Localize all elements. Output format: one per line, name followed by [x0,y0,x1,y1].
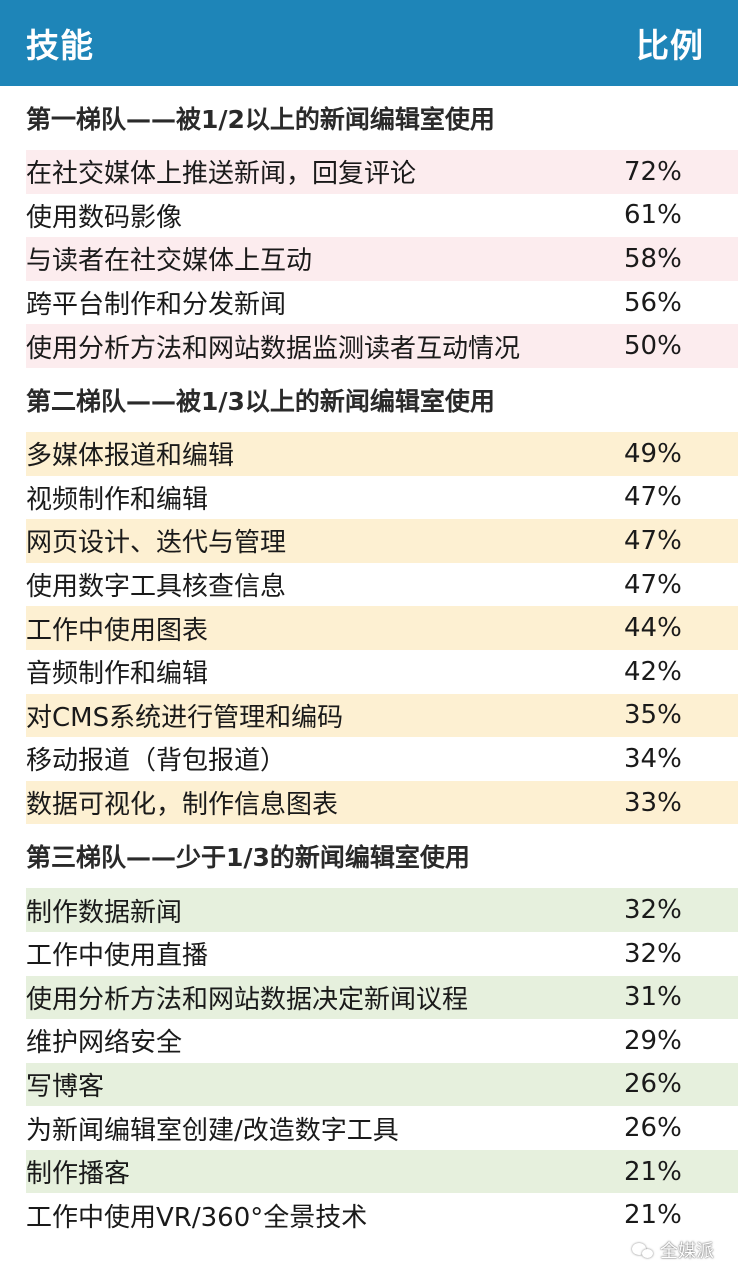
skill-name: 与读者在社交媒体上互动 [26,246,313,277]
tier-title: 第一梯队——被1/2以上的新闻编辑室使用 [26,105,495,134]
table-row: 对CMS系统进行管理和编码 35% [26,693,738,738]
table-row: 使用数码影像 61% [26,194,738,238]
skill-percentage: 32% [624,938,682,969]
skill-percentage: 32% [624,895,682,926]
skill-name: 工作中使用VR/360°全景技术 [26,1202,368,1233]
skill-percentage: 33% [624,787,682,818]
skill-percentage: 47% [624,525,682,556]
skill-name: 使用分析方法和网站数据决定新闻议程 [26,984,469,1015]
skill-percentage: 49% [624,438,682,469]
table-row: 工作中使用VR/360°全景技术 21% [26,1193,738,1237]
skill-percentage: 35% [624,700,682,731]
table-row: 制作播客 21% [26,1149,738,1194]
table-row: 写博客 26% [26,1062,738,1107]
skill-name: 数据可视化，制作信息图表 [26,790,339,821]
skill-percentage: 47% [624,569,682,600]
skill-percentage: 29% [624,1025,682,1056]
skill-name: 对CMS系统进行管理和编码 [26,702,344,733]
wechat-icon [632,1241,654,1259]
skill-name: 音频制作和编辑 [26,659,209,690]
table-header: 技能 比例 [0,0,738,86]
ratio-column-header: 比例 [636,26,704,65]
skill-name: 工作中使用直播 [26,941,209,972]
skill-percentage: 42% [624,656,682,687]
tier-title: 第三梯队——少于1/3的新闻编辑室使用 [26,843,470,873]
skill-percentage: 58% [624,243,682,274]
skill-percentage: 34% [624,743,682,774]
skill-percentage: 56% [624,287,682,318]
table-row: 使用分析方法和网站数据决定新闻议程 31% [26,975,738,1020]
table-row: 工作中使用直播 32% [26,932,738,976]
table-row: 制作数据新闻 32% [26,888,738,932]
table-row: 工作中使用图表 44% [26,606,738,650]
skill-name: 写博客 [26,1071,105,1102]
skill-name: 制作数据新闻 [26,897,183,928]
tier-section: 第一梯队——被1/2以上的新闻编辑室使用 在社交媒体上推送新闻，回复评论 72% 使用… [0,86,738,368]
skill-percentage: 44% [624,613,682,644]
skill-percentage: 31% [624,982,682,1013]
skill-name: 制作播客 [26,1159,131,1190]
skill-name: 移动报道（背包报道） [26,746,287,777]
table-row: 与读者在社交媒体上互动 58% [26,237,738,281]
table-row: 移动报道（背包报道） 34% [26,737,738,781]
table-row: 为新闻编辑室创建/改造数字工具 26% [26,1106,738,1150]
watermark-text: 全媒派 [660,1241,714,1262]
table-row: 使用数字工具核查信息 47% [26,563,738,607]
table-row: 音频制作和编辑 42% [26,650,738,694]
tier-section: 第二梯队——被1/3以上的新闻编辑室使用 多媒体报道和编辑 49% 视频制作和编辑 47… [0,368,738,825]
table-row: 网页设计、迭代与管理 47% [26,519,738,563]
skill-name: 维护网络安全 [26,1028,183,1059]
skill-column-header: 技能 [26,26,94,65]
table-row: 跨平台制作和分发新闻 56% [26,281,738,325]
skill-percentage: 47% [624,482,682,513]
skill-name: 在社交媒体上推送新闻，回复评论 [26,159,417,190]
tier-section: 第三梯队——少于1/3的新闻编辑室使用 制作数据新闻 32% 工作中使用直播 32% 使用… [0,824,738,1237]
skill-percentage: 26% [624,1069,682,1100]
skill-name: 为新闻编辑室创建/改造数字工具 [26,1115,399,1146]
skill-name: 跨平台制作和分发新闻 [26,290,287,321]
skill-percentage: 72% [624,156,682,187]
table-row: 在社交媒体上推送新闻，回复评论 72% [26,150,738,194]
table-row: 多媒体报道和编辑 49% [26,431,738,476]
tier-title: 第二梯队——被1/3以上的新闻编辑室使用 [26,386,495,416]
table-row: 数据可视化，制作信息图表 33% [26,780,738,825]
skill-name: 视频制作和编辑 [26,484,209,515]
skill-name: 使用数码影像 [26,202,183,233]
skill-percentage: 50% [624,331,682,362]
skill-name: 使用分析方法和网站数据监测读者互动情况 [26,333,521,364]
skill-percentage: 61% [624,200,682,231]
tiers-container: 第一梯队——被1/2以上的新闻编辑室使用 在社交媒体上推送新闻，回复评论 72% 使用… [0,86,738,1237]
skill-percentage: 21% [624,1200,682,1231]
table-row: 使用分析方法和网站数据监测读者互动情况 50% [26,324,738,368]
skill-name: 多媒体报道和编辑 [26,441,235,472]
skill-name: 使用数字工具核查信息 [26,572,287,603]
skill-name: 工作中使用图表 [26,615,209,646]
table-row: 维护网络安全 29% [26,1019,738,1063]
skill-name: 网页设计、迭代与管理 [26,528,287,559]
skill-percentage: 26% [624,1113,682,1144]
watermark: 全媒派 [632,1237,714,1263]
table-row: 视频制作和编辑 47% [26,476,738,520]
skill-percentage: 21% [624,1156,682,1187]
